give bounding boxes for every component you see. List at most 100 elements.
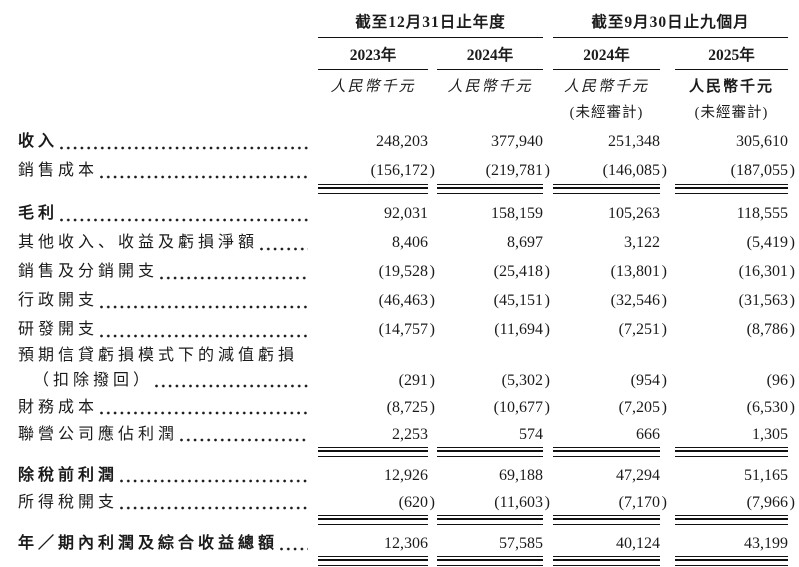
hanging-paren: ) — [789, 399, 795, 416]
hanging-paren: ) — [661, 292, 667, 309]
value-cell: (8,725) — [318, 394, 435, 421]
table-row: 行政開支 (46,463) (45,151) (32,546) (31,563) — [18, 286, 795, 315]
table-row: 收入 248,203 377,940 251,348 305,610 — [18, 127, 788, 156]
row-label: 所得稅開支 — [18, 489, 310, 516]
double-rule — [553, 450, 660, 457]
double-rule — [437, 450, 543, 457]
row-label: 預期信貸虧損模式下的減值虧損 — [18, 344, 310, 367]
double-rule-cell — [553, 516, 660, 525]
double-rule — [675, 559, 788, 566]
dot-leader — [155, 384, 308, 388]
row-label: 毛利 — [18, 199, 310, 228]
dot-leader — [260, 247, 308, 251]
value-cell: (5,302) — [437, 367, 550, 394]
value-cell: 8,697 — [507, 234, 543, 251]
double-rule — [675, 518, 788, 525]
spacer — [18, 78, 310, 96]
double-rule-cell — [318, 185, 428, 194]
hanging-paren: ) — [544, 292, 550, 309]
value-cell: (16,301) — [675, 257, 795, 286]
unit-header: 人民幣千元 — [563, 79, 649, 95]
hanging-paren: ) — [661, 321, 667, 338]
value-cell: 92,031 — [384, 205, 428, 222]
value-cell: (620) — [318, 489, 435, 516]
row-label: 年／期內利潤及綜合收益總額 — [18, 530, 310, 557]
period-group-row: 截至12月31日止年度 截至9月30日止九個月 — [18, 12, 788, 38]
value-cell — [437, 344, 543, 367]
value-cell — [553, 344, 660, 367]
hanging-paren: ) — [429, 372, 435, 389]
double-rule-cell — [437, 185, 543, 194]
dot-leader — [100, 411, 308, 415]
hanging-paren: ) — [544, 399, 550, 416]
row-label-text: 財務成本 — [18, 399, 99, 416]
year-column-header: 2025年 — [675, 45, 788, 70]
row-label-text: 所得稅開支 — [18, 494, 119, 511]
value-cell: 377,940 — [491, 133, 543, 150]
unaudited-note — [318, 104, 428, 122]
hanging-paren: ) — [789, 234, 795, 251]
hanging-paren: ) — [429, 263, 435, 280]
unaudited-note: (未經審計) — [694, 105, 769, 121]
value-cell: (11,694) — [437, 315, 550, 344]
value-cell: (7,205) — [553, 394, 667, 421]
dot-leader — [100, 334, 308, 338]
dot-leader — [120, 479, 308, 483]
double-rule-cell — [553, 185, 660, 194]
value-cell: (146,085) — [553, 156, 667, 185]
dot-leader — [280, 547, 308, 551]
row-label: 研發開支 — [18, 315, 310, 344]
spacer — [18, 557, 310, 566]
double-rule-row — [18, 516, 788, 525]
value-cell: (14,757) — [318, 315, 435, 344]
row-label: 除稅前利潤 — [18, 462, 310, 489]
value-cell: (7,251) — [553, 315, 667, 344]
table-row: （扣除撥回） (291) (5,302) (954) (96) — [18, 367, 795, 394]
double-rule — [318, 559, 428, 566]
row-label-text: 研發開支 — [18, 321, 99, 338]
double-rule — [437, 559, 543, 566]
table-row: 聯營公司應佔利潤 2,253 574 666 1,305 — [18, 421, 788, 448]
double-rule — [318, 450, 428, 457]
row-label-text: 其他收入、收益及虧損淨額 — [18, 234, 259, 251]
value-cell — [318, 344, 428, 367]
double-rule — [675, 450, 788, 457]
period-group-header-nine-months: 截至9月30日止九個月 — [553, 12, 788, 38]
hanging-paren: ) — [544, 372, 550, 389]
hanging-paren: ) — [661, 162, 667, 179]
row-label: 行政開支 — [18, 286, 310, 315]
row-label: 財務成本 — [18, 394, 310, 421]
dot-leader — [60, 146, 308, 150]
value-cell: (46,463) — [318, 286, 435, 315]
spacer — [18, 185, 310, 194]
unit-header: 人民幣千元 — [688, 79, 774, 95]
value-cell: (156,172) — [318, 156, 435, 185]
hanging-paren: ) — [429, 162, 435, 179]
double-rule-cell — [318, 448, 428, 457]
double-rule-cell — [437, 516, 543, 525]
hanging-paren: ) — [789, 372, 795, 389]
hanging-paren: ) — [544, 494, 550, 511]
value-cell: (8,786) — [675, 315, 795, 344]
value-cell: 69,188 — [499, 467, 543, 484]
double-rule-cell — [675, 516, 788, 525]
unaudited-note: (未經審計) — [569, 105, 644, 121]
table-body: 收入 248,203 377,940 251,348 305,610 銷售成本 (156,1… — [18, 127, 795, 566]
hanging-paren: ) — [429, 321, 435, 338]
unit-header-row: 人民幣千元 人民幣千元 人民幣千元 人民幣千元 — [18, 78, 788, 96]
value-cell: 105,263 — [608, 205, 660, 222]
row-label-text: 收入 — [18, 133, 59, 150]
double-rule-cell — [553, 557, 660, 566]
value-cell: 3,122 — [624, 234, 660, 251]
double-rule-cell — [675, 185, 788, 194]
table-row: 研發開支 (14,757) (11,694) (7,251) (8,786) — [18, 315, 795, 344]
value-cell: 158,159 — [491, 205, 543, 222]
value-cell: (19,528) — [318, 257, 435, 286]
table-row: 其他收入、收益及虧損淨額 8,406 8,697 3,122 (5,419) — [18, 228, 795, 257]
table-row: 銷售及分銷開支 (19,528) (25,418) (13,801) (16,301) — [18, 257, 795, 286]
dot-leader — [120, 506, 308, 510]
double-rule-row — [18, 557, 788, 566]
table-row: 除稅前利潤 12,926 69,188 47,294 51,165 — [18, 462, 788, 489]
table-row: 年／期內利潤及綜合收益總額 12,306 57,585 40,124 43,199 — [18, 530, 788, 557]
